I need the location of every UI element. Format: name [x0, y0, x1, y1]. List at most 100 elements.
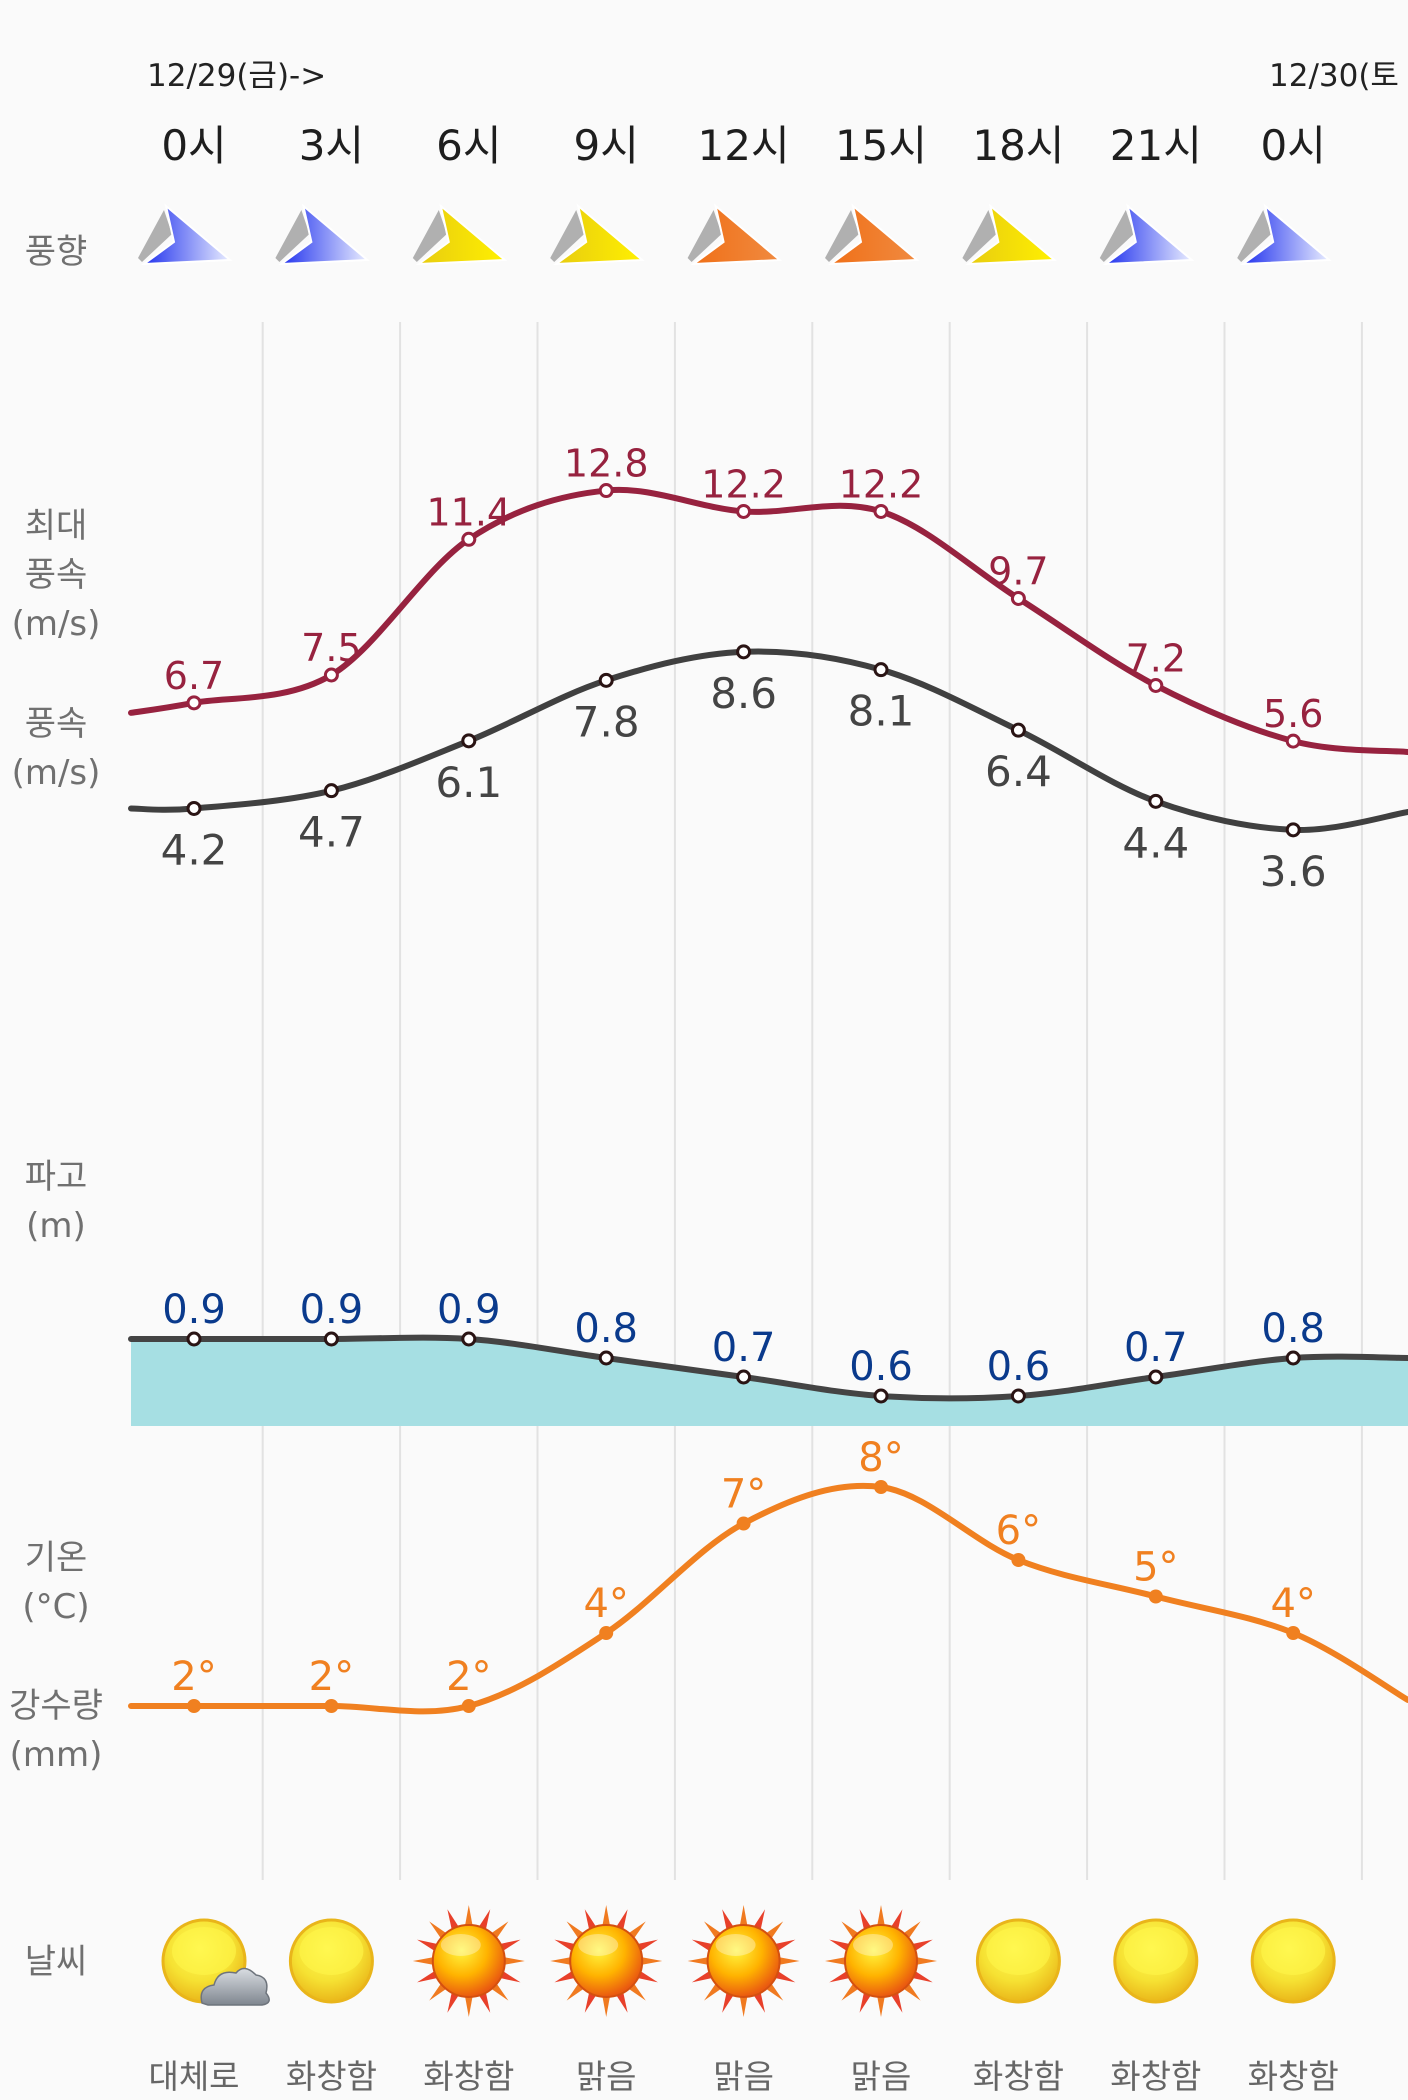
- sun-highlight: [1123, 1927, 1188, 1975]
- wave-label-line1: 파고: [24, 1157, 88, 1197]
- sun-highlight: [299, 1927, 364, 1975]
- date-next-label: 12/30(토: [1269, 58, 1399, 94]
- wind-speed-value-label: 3.6: [1260, 847, 1327, 896]
- gust-point: [186, 695, 202, 711]
- sun-highlight: [715, 1934, 756, 1956]
- wave-height-value-label: 0.7: [1124, 1325, 1188, 1371]
- gust-point: [598, 483, 614, 499]
- sun-icon: [288, 1918, 374, 2004]
- temperature-point: [599, 1626, 614, 1640]
- wave-height-value-label: 0.6: [987, 1344, 1051, 1390]
- wind-speed-point: [461, 733, 477, 749]
- bright-sun-icon: [825, 1905, 937, 2017]
- temp-row-label: 기온 (°C): [0, 1534, 116, 1632]
- wind-direction-row-label: 풍향: [24, 232, 88, 272]
- weather-condition-label: 화창함: [1247, 2057, 1339, 2096]
- weather-condition-label: 맑음: [713, 2057, 774, 2096]
- wind-arrow-icon: [138, 203, 233, 266]
- hour-label: 6시: [436, 121, 502, 170]
- gust-value-label: 12.2: [839, 462, 924, 506]
- sun-disc: [431, 1924, 506, 1998]
- sun-icon: [1250, 1918, 1336, 2004]
- temperature-point: [1148, 1589, 1163, 1604]
- sun-rays: [550, 1905, 663, 2017]
- wave-height-point: [736, 1369, 752, 1385]
- gust-value-label: 7.5: [301, 626, 361, 670]
- wind-speed-point: [1148, 793, 1164, 809]
- wind-speed-point: [736, 644, 752, 660]
- wind-speed-point: [186, 800, 202, 816]
- wave-label-unit: (m): [26, 1206, 86, 1246]
- sun-highlight: [1261, 1927, 1326, 1975]
- temperature-value-label: 5°: [1133, 1545, 1178, 1591]
- temperature-value-label: 6°: [996, 1508, 1041, 1554]
- wind-speed-row-label: 풍속 (m/s): [0, 700, 116, 798]
- sun-disc: [569, 1924, 644, 1998]
- temperature-point: [1286, 1626, 1301, 1640]
- temperature-value-label: 2°: [446, 1654, 491, 1700]
- bright-sun-icon: [412, 1905, 525, 2017]
- sun-highlight: [440, 1934, 481, 1956]
- wind-arrow-icon: [825, 203, 920, 266]
- wind-arrow-icon: [687, 203, 783, 266]
- gust-value-label: 11.4: [426, 490, 511, 534]
- bright-sun-icon: [550, 1905, 663, 2017]
- hour-label: 18시: [972, 121, 1065, 170]
- wind-arrow-icon: [962, 203, 1057, 266]
- hour-label: 0시: [161, 121, 227, 170]
- sun-icon: [1113, 1918, 1199, 2004]
- wind-speed-value-label: 4.7: [298, 808, 365, 857]
- wind-speed-point: [873, 662, 889, 678]
- partly-cloudy-icon: [161, 1918, 270, 2006]
- cloud-icon: [200, 1967, 270, 2006]
- wind-label-unit: (m/s): [11, 753, 101, 793]
- sun-highlight: [853, 1934, 893, 1956]
- temperature-point: [736, 1516, 751, 1531]
- gust-value-label: 5.6: [1263, 692, 1323, 736]
- gust-point: [1285, 733, 1301, 749]
- wind-arrow-icon: [275, 203, 370, 266]
- temperature-point: [1011, 1553, 1026, 1567]
- sun-highlight: [172, 1927, 236, 1975]
- hour-label: 3시: [298, 121, 365, 170]
- temperature-value-label: 4°: [1270, 1581, 1315, 1627]
- wind-speed-value-label: 6.4: [985, 747, 1052, 796]
- gust-label-line2: 풍속: [24, 555, 88, 595]
- wind-arrow-icon: [550, 203, 645, 266]
- wave-height-value-label: 0.9: [437, 1287, 501, 1333]
- wind-speed-value-label: 8.6: [710, 669, 777, 718]
- wave-height-point: [1148, 1369, 1164, 1385]
- bright-sun-icon: [687, 1905, 800, 2017]
- wind-speed-value-label: 4.4: [1122, 818, 1189, 867]
- gust-point: [1010, 590, 1026, 606]
- wind-label-line1: 풍속: [24, 704, 88, 744]
- rain-label-line1: 강수량: [9, 1686, 103, 1726]
- gust-point: [1148, 677, 1164, 693]
- gust-point: [461, 531, 477, 547]
- sun-highlight: [986, 1927, 1051, 1975]
- sun-disc: [844, 1924, 918, 1998]
- wave-height-value-label: 0.9: [300, 1287, 364, 1333]
- sun-disc: [706, 1924, 781, 1998]
- weather-condition-label: 맑음: [850, 2057, 912, 2096]
- gust-label-line1: 최대: [24, 506, 88, 546]
- wave-height-value-label: 0.7: [712, 1325, 776, 1371]
- temperature-value-label: 2°: [171, 1654, 216, 1700]
- temperature-value-label: 7°: [721, 1472, 766, 1518]
- hour-label: 15시: [834, 121, 928, 170]
- wind-speed-value-label: 4.2: [161, 825, 228, 874]
- temp-label-unit: (°C): [22, 1587, 90, 1627]
- gust-point: [873, 503, 889, 519]
- wave-height-point: [323, 1331, 339, 1347]
- wind-arrow-icon: [412, 203, 508, 266]
- wind-speed-value-label: 6.1: [435, 758, 502, 807]
- weather-condition-label: 대체로: [148, 2057, 240, 2096]
- date-start-label: 12/29(금)->: [147, 58, 327, 94]
- temperature-value-label: 2°: [309, 1654, 354, 1700]
- hour-label: 0시: [1260, 121, 1326, 170]
- gust-row-label: 최대 풍속 (m/s): [0, 502, 116, 649]
- wave-height-point: [1285, 1350, 1301, 1366]
- hour-label: 21시: [1109, 121, 1202, 170]
- rain-label-unit: (mm): [9, 1735, 103, 1775]
